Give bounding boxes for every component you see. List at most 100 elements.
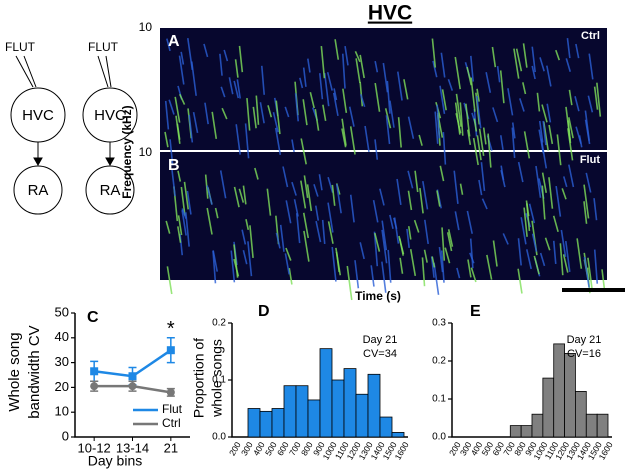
streak — [548, 177, 554, 209]
streak — [546, 65, 552, 87]
streak — [539, 252, 546, 267]
streak — [517, 161, 524, 183]
streak — [481, 198, 488, 210]
streak — [348, 106, 355, 127]
streak — [533, 255, 540, 275]
streak — [327, 176, 334, 193]
streak — [370, 265, 375, 287]
streak — [441, 227, 446, 261]
streak — [233, 258, 240, 277]
streak — [354, 260, 360, 289]
streak — [403, 79, 409, 100]
streak — [546, 103, 552, 123]
streak — [576, 238, 583, 269]
streak — [247, 241, 253, 277]
streak — [447, 229, 454, 247]
y-tick-label: 0.1 — [212, 375, 226, 386]
streak — [561, 188, 567, 200]
streak — [321, 219, 326, 245]
streak — [236, 79, 241, 99]
streak — [341, 53, 346, 89]
streak — [374, 232, 381, 252]
bar — [391, 432, 405, 438]
bar — [596, 413, 609, 438]
streak — [214, 207, 219, 219]
streak — [203, 43, 209, 58]
data-point — [90, 367, 99, 376]
streak — [513, 48, 520, 79]
streak — [382, 62, 389, 93]
streak — [588, 53, 594, 80]
panel-label: E — [470, 303, 481, 320]
streak — [430, 256, 435, 278]
streak — [459, 183, 464, 195]
streak — [285, 247, 292, 261]
streak — [520, 217, 527, 245]
streak — [260, 65, 266, 95]
streak — [171, 168, 176, 197]
streak — [244, 123, 250, 159]
streak — [302, 212, 310, 239]
streak — [407, 170, 414, 189]
streak — [233, 80, 240, 99]
streak — [392, 217, 398, 229]
streak — [531, 65, 536, 80]
streak — [295, 213, 301, 244]
streak — [204, 102, 209, 125]
streak — [303, 175, 309, 199]
streak — [531, 233, 538, 252]
figure-title: HVC — [368, 2, 412, 25]
streak — [492, 240, 498, 267]
y-tick-label: 0.3 — [432, 318, 446, 329]
streak — [487, 133, 492, 168]
streak — [386, 80, 391, 114]
streak — [374, 139, 379, 160]
streak — [423, 219, 429, 245]
streak — [373, 231, 379, 267]
streak — [220, 86, 226, 98]
streak — [519, 98, 525, 112]
streak — [335, 184, 342, 214]
y-tick-label: 0.2 — [432, 356, 446, 367]
streak — [266, 188, 272, 216]
streak — [245, 219, 250, 230]
bar — [355, 393, 369, 438]
streak — [169, 139, 174, 166]
x-tick-label: 1600 — [393, 440, 411, 462]
streak — [414, 170, 419, 193]
freq-tick: 10 — [139, 145, 153, 159]
streak — [241, 229, 247, 245]
streak — [242, 249, 248, 265]
streak — [525, 249, 532, 270]
streak — [284, 106, 290, 118]
streak — [381, 220, 388, 251]
streak — [555, 49, 561, 61]
streak — [387, 249, 392, 283]
streak — [482, 127, 487, 145]
y-tick-label: 50 — [55, 304, 69, 319]
streak — [259, 102, 265, 124]
streak — [470, 267, 477, 283]
streak — [254, 167, 259, 180]
condition-label: Ctrl — [581, 30, 600, 42]
streak — [381, 229, 388, 264]
streak — [470, 55, 474, 82]
streak — [476, 88, 480, 102]
streak — [228, 77, 234, 95]
streak — [565, 106, 571, 141]
bar — [247, 408, 261, 438]
streak — [568, 117, 574, 139]
streak — [364, 125, 370, 153]
streak — [342, 88, 348, 113]
streak — [165, 220, 171, 234]
streak — [526, 203, 531, 232]
streak — [186, 190, 192, 215]
y-tick-label: 0 — [62, 428, 69, 443]
streak — [438, 246, 444, 273]
streak — [575, 126, 582, 144]
streak — [585, 172, 592, 193]
streak — [536, 92, 541, 112]
y-axis-label: bandwidth CV — [26, 325, 43, 418]
streak — [398, 238, 405, 256]
